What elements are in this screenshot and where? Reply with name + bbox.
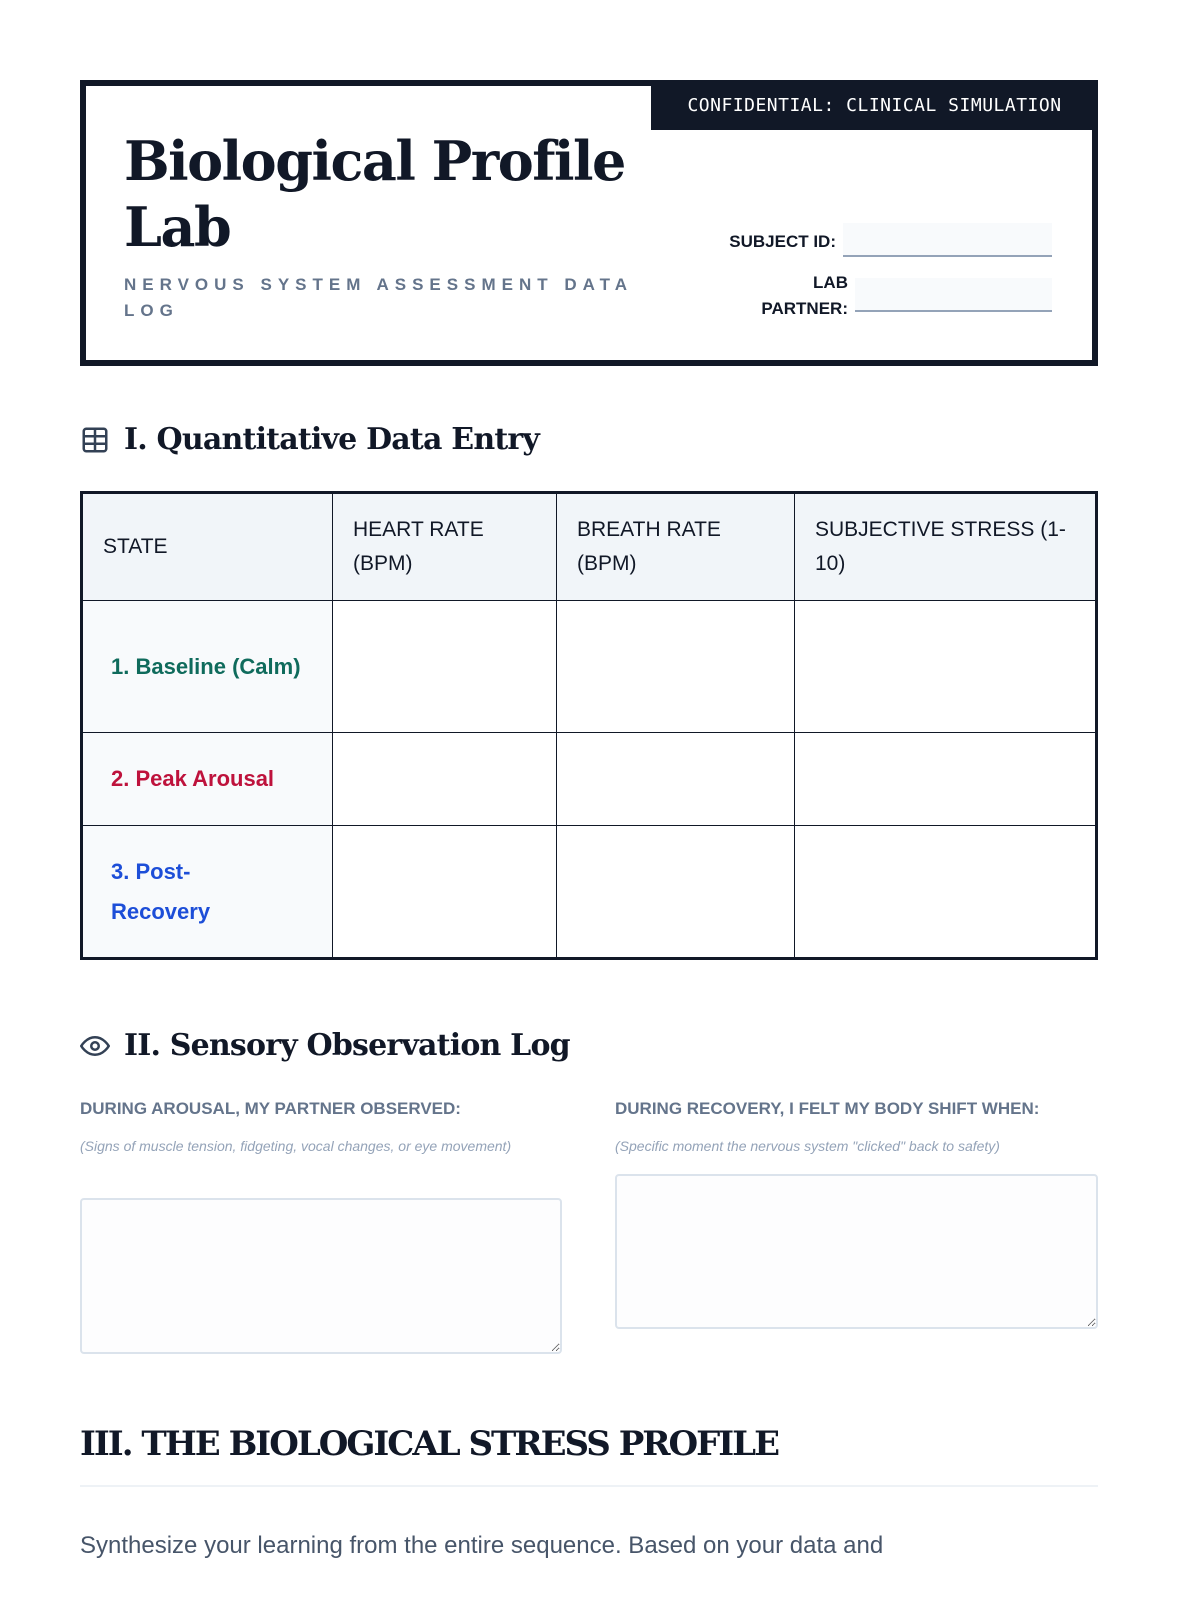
section-3-intro: Synthesize your learning from the entire… [80,1532,884,1559]
breath-rate-cell[interactable] [556,825,795,959]
table-row: 1. Baseline (Calm) [81,600,1097,733]
stress-cell[interactable] [794,825,1097,959]
section-2-title: II. Sensory Observation Log [124,1028,571,1063]
table-grid-icon [82,427,108,452]
heart-rate-cell[interactable] [332,825,557,959]
stress-cell[interactable] [794,732,1097,826]
eye-icon [80,1035,110,1056]
page-title: Biological Profile Lab [124,129,626,259]
breath-rate-cell[interactable] [556,732,795,826]
column-header-state: STATE [81,492,333,601]
column-header-breath-rate: BREATH RATE (BPM) [556,492,795,601]
subject-id-input[interactable] [843,223,1052,257]
breath-rate-cell[interactable] [556,600,795,733]
arousal-label: DURING AROUSAL, MY PARTNER OBSERVED: [80,1099,461,1118]
section-3-title: III. THE BIOLOGICAL STRESS PROFILE [80,1424,780,1464]
subject-id-label: SUBJECT ID: [729,232,836,251]
data-entry-table: STATE HEART RATE (BPM) BREATH RATE (BPM)… [80,491,1098,960]
recovery-hint: (Specific moment the nervous system "cli… [615,1138,1000,1154]
heart-rate-cell[interactable] [332,732,557,826]
table-header-row: STATE HEART RATE (BPM) BREATH RATE (BPM)… [81,492,1097,601]
heart-rate-cell[interactable] [332,600,557,733]
recovery-observation-input[interactable] [615,1174,1098,1329]
column-header-heart-rate: HEART RATE (BPM) [332,492,557,601]
table-row: 3. Post-Recovery [81,825,1097,959]
lab-partner-label: LAB PARTNER: [761,273,848,318]
section-1-title: I. Quantitative Data Entry [124,422,540,457]
arousal-hint: (Signs of muscle tension, fidgeting, voc… [80,1138,512,1154]
page-subtitle: NERVOUS SYSTEM ASSESSMENT DATA LOG [124,275,633,320]
confidential-badge: CONFIDENTIAL: CLINICAL SIMULATION [651,80,1098,130]
state-peak-arousal: 2. Peak Arousal [81,732,333,826]
recovery-label: DURING RECOVERY, I FELT MY BODY SHIFT WH… [615,1099,1040,1118]
section-1-heading: I. Quantitative Data Entry [80,422,540,457]
section-2-heading: II. Sensory Observation Log [80,1028,571,1063]
lab-partner-input[interactable] [855,278,1052,312]
state-baseline: 1. Baseline (Calm) [81,600,333,733]
stress-cell[interactable] [794,600,1097,733]
state-post-recovery: 3. Post-Recovery [81,825,333,959]
section-divider [80,1485,1098,1487]
column-header-stress: SUBJECTIVE STRESS (1-10) [794,492,1097,601]
table-row: 2. Peak Arousal [81,732,1097,826]
header-card: CONFIDENTIAL: CLINICAL SIMULATION Biolog… [80,80,1098,366]
arousal-observation-input[interactable] [80,1198,562,1354]
